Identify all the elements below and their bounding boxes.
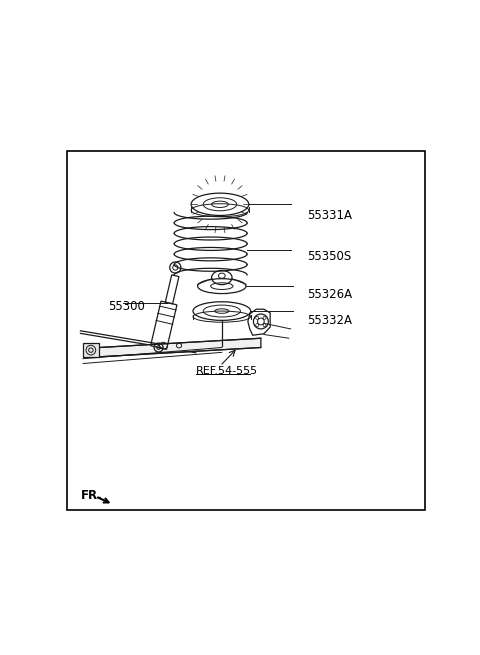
Text: 55300: 55300 [108,300,145,313]
Text: FR.: FR. [81,489,102,502]
Text: 55350S: 55350S [307,250,352,263]
Text: REF.54-555: REF.54-555 [196,365,258,375]
Text: 55331A: 55331A [307,209,352,222]
Polygon shape [83,343,99,357]
Text: 55326A: 55326A [307,288,352,301]
Polygon shape [99,338,261,357]
Text: 55332A: 55332A [307,314,352,328]
